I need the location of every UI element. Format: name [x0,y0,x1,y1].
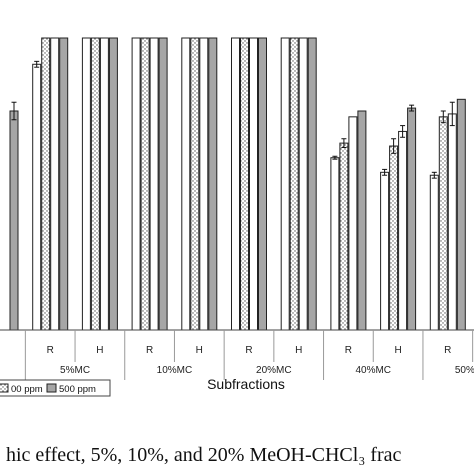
bar [407,107,417,331]
bar [41,37,51,331]
legend-swatch [46,383,57,393]
error-bar [382,168,388,176]
x-group-label: 40%MC [355,365,391,376]
error-bar [391,138,397,154]
error-bar [449,101,455,127]
x-tick-label: H [96,345,103,356]
bar [59,37,69,331]
error-bar [431,171,437,179]
x-group-label: 50%MC [455,365,474,376]
bar [357,110,367,331]
bar [140,37,150,331]
legend-label: 500 ppm [59,384,96,395]
error-bar [409,104,415,112]
bar [90,37,100,331]
bar [32,63,42,331]
bar [50,37,60,331]
bar [339,142,349,331]
x-tick-label: R [345,345,352,356]
bar [108,37,118,331]
bar [131,37,141,331]
bar [81,37,91,331]
bar [280,37,290,331]
x-tick-label: R [245,345,252,356]
figure-caption: hic effect, 5%, 10%, and 20% MeOH-CHCl₃ … [6,444,402,466]
bar [199,37,209,331]
bar [330,157,340,331]
bar [9,110,19,331]
bar [438,116,448,331]
x-axis: R H R H R H R H R 5%MC 10%MC 20%MC 40%MC 50%MC [0,329,474,380]
bar [398,130,408,331]
bar [447,113,457,331]
legend: 00 ppm 500 ppm [0,379,111,397]
bar [149,37,159,331]
bar [289,37,299,331]
bar [456,98,466,331]
bar [429,174,439,331]
x-tick-label: H [295,345,302,356]
bar [307,37,317,331]
x-axis-title: Subfractions [207,376,285,392]
x-tick-label: R [47,345,54,356]
bar [158,37,168,331]
bar [99,37,109,331]
bar [258,37,267,331]
bar [348,116,358,331]
error-bar [34,60,40,68]
x-tick-label: R [444,345,451,356]
x-tick-label: R [146,345,153,356]
bar [298,37,308,331]
legend-swatch [0,383,9,393]
error-bar [341,138,347,148]
bar [249,37,258,331]
bar [181,37,191,331]
legend-label: 00 ppm [11,384,43,395]
error-bar [400,125,406,138]
error-bar [332,155,338,160]
bar [231,37,240,331]
bar [380,171,390,331]
bar [190,37,200,331]
bars-layer [9,37,466,331]
x-group-label: 5%MC [60,365,90,376]
bar [389,145,399,331]
x-tick-label: H [394,345,401,356]
x-group-label: 10%MC [157,365,193,376]
bar [208,37,218,331]
x-tick-label: H [196,345,203,356]
error-bar [440,110,446,124]
bar [240,37,249,331]
x-group-label: 20%MC [256,365,292,376]
error-bar [11,101,17,121]
